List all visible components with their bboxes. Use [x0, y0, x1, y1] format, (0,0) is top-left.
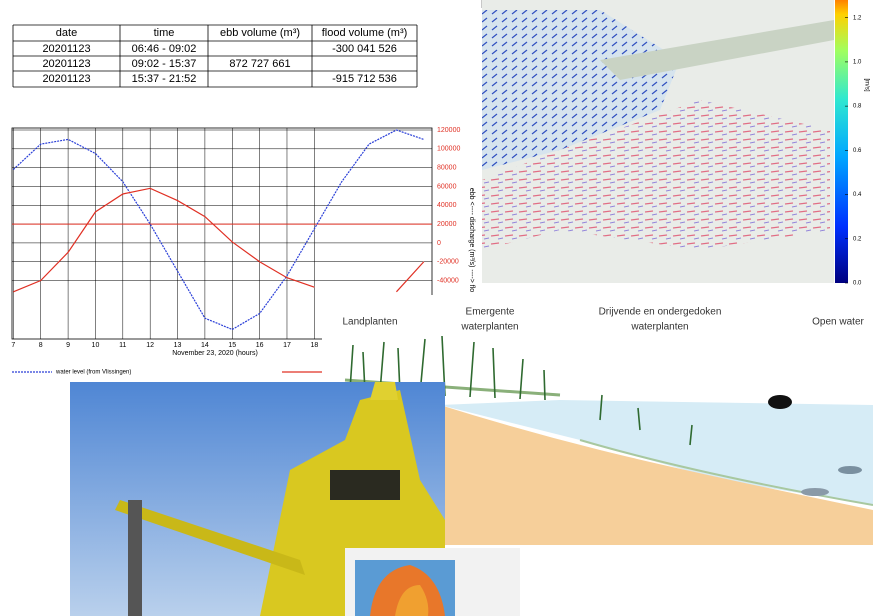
y-tick-label: 80000 [437, 164, 457, 171]
x-tick-label: 16 [256, 342, 264, 349]
x-tick-label: 11 [119, 342, 126, 349]
y-tick-label: 100000 [437, 146, 460, 153]
x-axis-label: November 23, 2020 (hours) [172, 350, 258, 357]
legend-label: water level (from Vlissingen) [55, 370, 131, 376]
colorbar-tick-label: 1.2 [853, 15, 862, 21]
flow-map: 1.2 1.0 0.8 0.6 0.4 0.2 0.0 [m/s] [272, 0, 869, 287]
y-tick-label: 60000 [437, 183, 457, 190]
chart: 120000 100000 80000 60000 40000 20000 0 -20000 -… [11, 127, 475, 376]
y-tick-label: -20000 [437, 259, 459, 266]
diagram-label: waterplanten [630, 322, 688, 333]
diagram-label: Open water [812, 317, 864, 328]
table-cell: 20201123 [42, 58, 90, 70]
x-tick-label: 13 [174, 342, 182, 349]
table-header: time [154, 27, 175, 39]
table-cell: 872 727 661 [229, 58, 290, 70]
y-axis-label: ebb <---- discharge (m³/s) ----> flo [468, 188, 475, 292]
colorbar-tick-label: 0.8 [853, 104, 862, 110]
series-line [12, 129, 424, 331]
diagram-label: Drijvende en ondergedoken [599, 307, 722, 318]
colorbar-tick-label: 0.6 [853, 148, 862, 154]
x-tick-label: 7 [11, 342, 15, 349]
y-tick-label: 0 [437, 240, 441, 247]
diagram-label: Emergente [466, 307, 515, 318]
x-tick-label: 15 [228, 342, 236, 349]
table-header: date [56, 27, 77, 39]
table-header: ebb volume (m³) [220, 27, 300, 39]
table-cell: 15:37 - 21:52 [132, 73, 197, 85]
table-cell: 09:02 - 15:37 [132, 58, 197, 70]
diagram-labels: Landplanten Emergente waterplanten Drijvend… [342, 307, 864, 333]
x-tick-label: 14 [201, 342, 209, 349]
x-tick-label: 17 [283, 342, 291, 349]
diagram-label: waterplanten [460, 322, 518, 333]
colorbar-tick-label: 0.0 [853, 281, 862, 287]
table-cell: -300 041 526 [332, 43, 397, 55]
table-cell: 20201123 [42, 43, 90, 55]
y-tick-label: 120000 [437, 127, 460, 134]
table-cell: 06:46 - 09:02 [132, 43, 197, 55]
y-tick-label: 20000 [437, 221, 457, 228]
x-tick-label: 10 [92, 342, 100, 349]
map-snippet [345, 548, 520, 616]
x-tick-label: 8 [39, 342, 43, 349]
table-header: flood volume (m³) [322, 27, 408, 39]
series-line [13, 187, 315, 293]
y-tick-label: -40000 [437, 277, 459, 284]
series-line [395, 261, 425, 293]
colorbar-tick-label: 0.2 [853, 236, 862, 242]
x-tick-label: 18 [310, 342, 318, 349]
x-tick-label: 9 [66, 342, 70, 349]
table-cell: 20201123 [42, 73, 90, 85]
table-cell: -915 712 536 [332, 73, 397, 85]
table: date time ebb volume (m³) flood volume (m³)… [12, 24, 418, 88]
colorbar-tick-label: 0.4 [853, 192, 862, 198]
y-tick-label: 40000 [437, 202, 457, 209]
colorbar-tick-label: 1.0 [853, 59, 862, 65]
diagram-label: Landplanten [342, 317, 397, 328]
plot-area [11, 127, 433, 340]
colorbar-unit: [m/s] [863, 79, 869, 92]
x-tick-label: 12 [146, 342, 154, 349]
